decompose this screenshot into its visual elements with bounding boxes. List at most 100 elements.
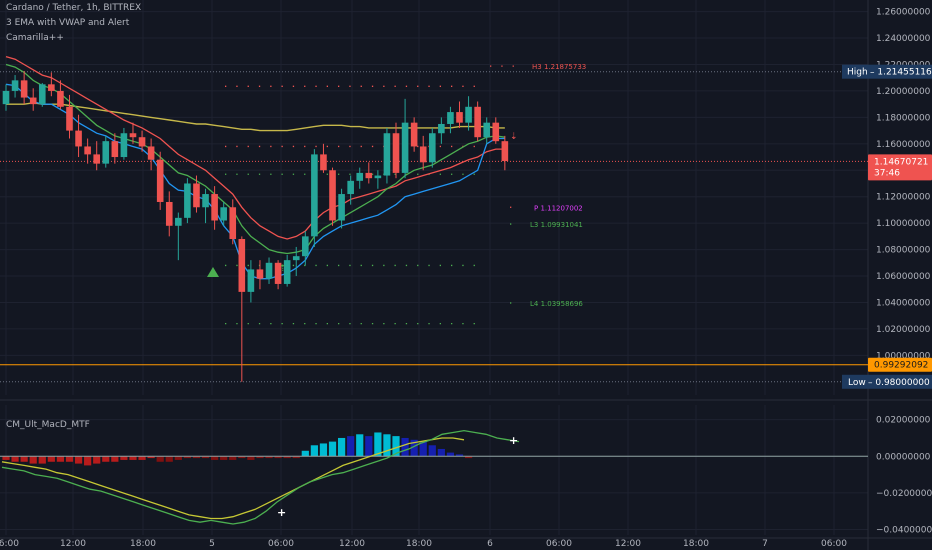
camarilla-indicator-label[interactable]: Camarilla++ (6, 33, 64, 43)
price-axis-tick: 1.18000000 (876, 113, 931, 123)
candle-body[interactable] (38, 84, 46, 105)
candle-body[interactable] (57, 90, 64, 107)
macd-axis-tick: 0.02000000 (876, 416, 931, 426)
last-price-badge-text: 1.14670721 (874, 157, 928, 167)
time-axis-label: 18:00 (130, 539, 156, 549)
candle-body[interactable] (365, 172, 373, 179)
candle-body[interactable] (501, 141, 509, 161)
price-axis-tick: 1.16000000 (876, 140, 931, 150)
camarilla-h3-label: H3 1.21875733 (532, 63, 586, 71)
ema-vwap-indicator-label[interactable]: 3 EMA with VWAP and Alert (6, 18, 130, 28)
candle-body[interactable] (156, 159, 164, 202)
macd-histogram-bar (84, 456, 92, 466)
camarilla-l4-label: L4 1.03958696 (530, 300, 583, 308)
candle-body[interactable] (193, 183, 200, 208)
candle-body[interactable] (474, 106, 481, 138)
candle-body[interactable] (84, 146, 91, 155)
candle-body[interactable] (29, 97, 37, 105)
candle-body[interactable] (211, 194, 218, 221)
macd-histogram-bar (428, 445, 436, 457)
candle-body[interactable] (274, 262, 282, 284)
candle-body[interactable] (256, 269, 264, 279)
candle-body[interactable] (438, 123, 445, 134)
candle-body[interactable] (66, 106, 73, 131)
macd-histogram-bar (47, 456, 55, 462)
candle-body[interactable] (2, 90, 10, 105)
time-axis-label: 06:00 (268, 539, 294, 549)
candle-body[interactable] (374, 175, 382, 179)
candle-body[interactable] (456, 112, 463, 123)
candle-body[interactable] (302, 236, 309, 257)
candle-body[interactable] (247, 269, 255, 292)
candle-body[interactable] (483, 122, 491, 138)
candle-body[interactable] (465, 106, 472, 123)
candle-body[interactable] (410, 122, 418, 147)
support-badge-text: 0.99292092 (874, 361, 928, 371)
macd-histogram-bar (419, 441, 427, 457)
candle-body[interactable] (347, 180, 354, 195)
candle-body[interactable] (11, 80, 19, 91)
candle-body[interactable] (447, 112, 454, 124)
low-badge-label: Low (848, 378, 866, 388)
time-axis-label: 5 (209, 539, 215, 549)
candle-body[interactable] (320, 154, 327, 171)
candle-body[interactable] (48, 84, 55, 91)
support-badge[interactable] (868, 357, 932, 372)
candle-body[interactable] (419, 146, 427, 163)
candle-body[interactable] (265, 262, 273, 279)
candle-body[interactable] (202, 194, 209, 208)
camarilla-l3-label: L3 1.09931041 (530, 221, 583, 229)
candle-body[interactable] (120, 133, 128, 158)
macd-histogram-bar (446, 452, 455, 457)
macd-histogram-bar (337, 437, 346, 457)
price-axis-tick: 1.26000000 (876, 8, 931, 18)
candle-body[interactable] (184, 183, 191, 218)
price-axis-tick: 1.08000000 (876, 246, 931, 256)
macd-histogram-bar (347, 436, 355, 457)
candle-body[interactable] (229, 207, 237, 239)
time-axis-label: 18:00 (683, 539, 709, 549)
price-axis-tick: 1.20000000 (876, 87, 931, 97)
candle-body[interactable] (311, 154, 318, 237)
candle-body[interactable] (102, 141, 110, 164)
low-badge[interactable] (842, 374, 932, 389)
candle-body[interactable] (165, 201, 173, 226)
high-badge[interactable] (842, 64, 932, 79)
candle-body[interactable] (329, 170, 336, 221)
macd-histogram-bar (310, 445, 318, 457)
macd-histogram-bar (74, 456, 83, 464)
candle-body[interactable] (20, 80, 28, 98)
candle-body[interactable] (111, 141, 119, 158)
candle-body[interactable] (492, 122, 500, 142)
candle-body[interactable] (356, 172, 364, 181)
last-price-badge[interactable] (868, 154, 932, 181)
candle-body[interactable] (75, 130, 82, 147)
macd-histogram-bar (265, 456, 273, 459)
candle-body[interactable] (129, 133, 137, 138)
candle-body[interactable] (338, 194, 345, 221)
candle-body[interactable] (138, 137, 146, 147)
candle-body[interactable] (175, 217, 182, 226)
price-axis-tick: 1.24000000 (876, 34, 931, 44)
macd-histogram-bar (437, 448, 445, 457)
buy-arrow-icon: ⇡ (279, 264, 287, 274)
candle-body[interactable] (238, 239, 246, 292)
candle-body[interactable] (401, 122, 409, 173)
candle-body[interactable] (93, 154, 100, 164)
candle-body[interactable] (220, 207, 227, 221)
high-badge-value: – 1.21455116 (870, 68, 932, 78)
macd-histogram-bar (120, 456, 128, 460)
price-axis-tick: 1.02000000 (876, 325, 931, 335)
macd-histogram-bar (93, 456, 101, 464)
candle-body[interactable] (292, 256, 300, 261)
macd-axis-tick: −0.04000000 (876, 526, 932, 536)
candle-body[interactable] (392, 133, 400, 173)
candle-body[interactable] (383, 133, 391, 176)
time-axis-label: 12:00 (615, 539, 641, 549)
macd-indicator-label[interactable]: CM_Ult_MacD_MTF (6, 420, 90, 430)
time-axis-label: 12:00 (339, 539, 365, 549)
candle-body[interactable] (147, 146, 155, 160)
candle-body[interactable] (428, 133, 436, 163)
candle-body[interactable] (283, 260, 291, 284)
